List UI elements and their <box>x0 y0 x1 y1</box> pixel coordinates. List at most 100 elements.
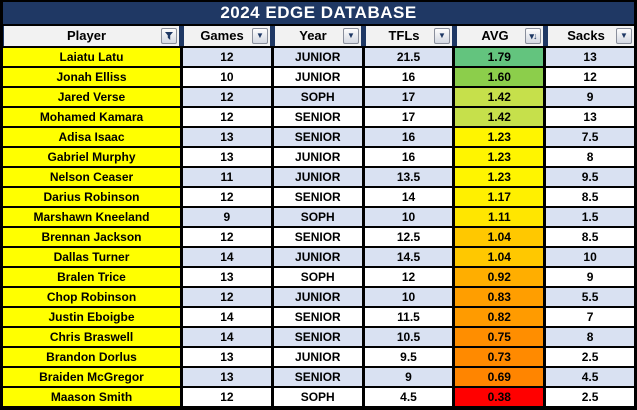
year-cell[interactable]: SENIOR <box>273 228 362 246</box>
games-cell[interactable]: 13 <box>183 368 271 386</box>
tfls-cell[interactable]: 16 <box>364 148 453 166</box>
tfls-cell[interactable]: 9.5 <box>364 348 453 366</box>
year-cell[interactable]: SENIOR <box>273 328 362 346</box>
avg-cell[interactable]: 0.38 <box>455 388 544 406</box>
tfls-cell[interactable]: 16 <box>364 68 453 86</box>
year-cell[interactable]: JUNIOR <box>273 348 362 366</box>
avg-cell[interactable]: 1.23 <box>455 128 544 146</box>
sacks-cell[interactable]: 1.5 <box>546 208 634 226</box>
games-cell[interactable]: 14 <box>183 308 271 326</box>
avg-cell[interactable]: 0.92 <box>455 268 544 286</box>
avg-cell[interactable]: 1.04 <box>455 228 544 246</box>
player-cell[interactable]: Brennan Jackson <box>3 228 180 246</box>
tfls-cell[interactable]: 9 <box>364 368 453 386</box>
games-cell[interactable]: 11 <box>183 168 271 186</box>
tfls-cell[interactable]: 10 <box>364 208 453 226</box>
player-cell[interactable]: Bralen Trice <box>3 268 180 286</box>
games-cell[interactable]: 12 <box>183 48 271 66</box>
tfls-cell[interactable]: 21.5 <box>364 48 453 66</box>
tfls-cell[interactable]: 4.5 <box>364 388 453 406</box>
player-cell[interactable]: Nelson Ceaser <box>3 168 180 186</box>
tfls-cell[interactable]: 16 <box>364 128 453 146</box>
year-filter-button[interactable]: ▼ <box>343 28 359 44</box>
avg-cell[interactable]: 1.42 <box>455 88 544 106</box>
player-cell[interactable]: Justin Eboigbe <box>3 308 180 326</box>
year-cell[interactable]: JUNIOR <box>273 48 362 66</box>
games-cell[interactable]: 12 <box>183 388 271 406</box>
sacks-cell[interactable]: 9 <box>546 268 634 286</box>
avg-cell[interactable]: 1.23 <box>455 168 544 186</box>
player-cell[interactable]: Gabriel Murphy <box>3 148 180 166</box>
sacks-filter-button[interactable]: ▼ <box>616 28 632 44</box>
sacks-cell[interactable]: 10 <box>546 248 634 266</box>
player-cell[interactable]: Maason Smith <box>3 388 180 406</box>
player-cell[interactable]: Adisa Isaac <box>3 128 180 146</box>
sacks-cell[interactable]: 12 <box>546 68 634 86</box>
year-cell[interactable]: SOPH <box>273 268 362 286</box>
games-cell[interactable]: 13 <box>183 148 271 166</box>
player-cell[interactable]: Marshawn Kneeland <box>3 208 180 226</box>
avg-cell[interactable]: 1.42 <box>455 108 544 126</box>
games-cell[interactable]: 13 <box>183 348 271 366</box>
tfls-cell[interactable]: 14 <box>364 188 453 206</box>
sacks-cell[interactable]: 8.5 <box>546 228 634 246</box>
player-cell[interactable]: Laiatu Latu <box>3 48 180 66</box>
avg-cell[interactable]: 1.79 <box>455 48 544 66</box>
year-cell[interactable]: SENIOR <box>273 308 362 326</box>
tfls-cell[interactable]: 10 <box>364 288 453 306</box>
tfls-cell[interactable]: 11.5 <box>364 308 453 326</box>
tfls-filter-button[interactable]: ▼ <box>434 28 450 44</box>
player-cell[interactable]: Dallas Turner <box>3 248 180 266</box>
year-cell[interactable]: JUNIOR <box>273 168 362 186</box>
avg-cell[interactable]: 1.04 <box>455 248 544 266</box>
games-cell[interactable]: 12 <box>183 228 271 246</box>
avg-cell[interactable]: 1.60 <box>455 68 544 86</box>
games-cell[interactable]: 12 <box>183 188 271 206</box>
games-cell[interactable]: 14 <box>183 328 271 346</box>
player-filter-button[interactable] <box>161 28 177 44</box>
sacks-cell[interactable]: 13 <box>546 108 634 126</box>
year-cell[interactable]: JUNIOR <box>273 248 362 266</box>
avg-cell[interactable]: 0.82 <box>455 308 544 326</box>
sacks-cell[interactable]: 7 <box>546 308 634 326</box>
player-cell[interactable]: Braiden McGregor <box>3 368 180 386</box>
games-cell[interactable]: 12 <box>183 108 271 126</box>
tfls-cell[interactable]: 12.5 <box>364 228 453 246</box>
sacks-cell[interactable]: 8 <box>546 328 634 346</box>
avg-cell[interactable]: 0.83 <box>455 288 544 306</box>
sacks-cell[interactable]: 9.5 <box>546 168 634 186</box>
player-cell[interactable]: Chris Braswell <box>3 328 180 346</box>
tfls-cell[interactable]: 12 <box>364 268 453 286</box>
sacks-cell[interactable]: 4.5 <box>546 368 634 386</box>
player-cell[interactable]: Jonah Elliss <box>3 68 180 86</box>
avg-cell[interactable]: 1.17 <box>455 188 544 206</box>
sacks-cell[interactable]: 7.5 <box>546 128 634 146</box>
year-cell[interactable]: SOPH <box>273 88 362 106</box>
year-cell[interactable]: SOPH <box>273 388 362 406</box>
year-cell[interactable]: JUNIOR <box>273 68 362 86</box>
games-filter-button[interactable]: ▼ <box>252 28 268 44</box>
year-cell[interactable]: JUNIOR <box>273 148 362 166</box>
tfls-cell[interactable]: 10.5 <box>364 328 453 346</box>
player-cell[interactable]: Mohamed Kamara <box>3 108 180 126</box>
avg-cell[interactable]: 1.23 <box>455 148 544 166</box>
avg-cell[interactable]: 0.69 <box>455 368 544 386</box>
games-cell[interactable]: 14 <box>183 248 271 266</box>
tfls-cell[interactable]: 17 <box>364 88 453 106</box>
tfls-cell[interactable]: 17 <box>364 108 453 126</box>
avg-cell[interactable]: 1.11 <box>455 208 544 226</box>
player-cell[interactable]: Darius Robinson <box>3 188 180 206</box>
player-cell[interactable]: Jared Verse <box>3 88 180 106</box>
year-cell[interactable]: SENIOR <box>273 128 362 146</box>
games-cell[interactable]: 13 <box>183 128 271 146</box>
sacks-cell[interactable]: 8 <box>546 148 634 166</box>
sacks-cell[interactable]: 13 <box>546 48 634 66</box>
avg-cell[interactable]: 0.75 <box>455 328 544 346</box>
games-cell[interactable]: 9 <box>183 208 271 226</box>
sacks-cell[interactable]: 8.5 <box>546 188 634 206</box>
avg-cell[interactable]: 0.73 <box>455 348 544 366</box>
player-cell[interactable]: Chop Robinson <box>3 288 180 306</box>
sacks-cell[interactable]: 2.5 <box>546 388 634 406</box>
year-cell[interactable]: SENIOR <box>273 188 362 206</box>
tfls-cell[interactable]: 14.5 <box>364 248 453 266</box>
